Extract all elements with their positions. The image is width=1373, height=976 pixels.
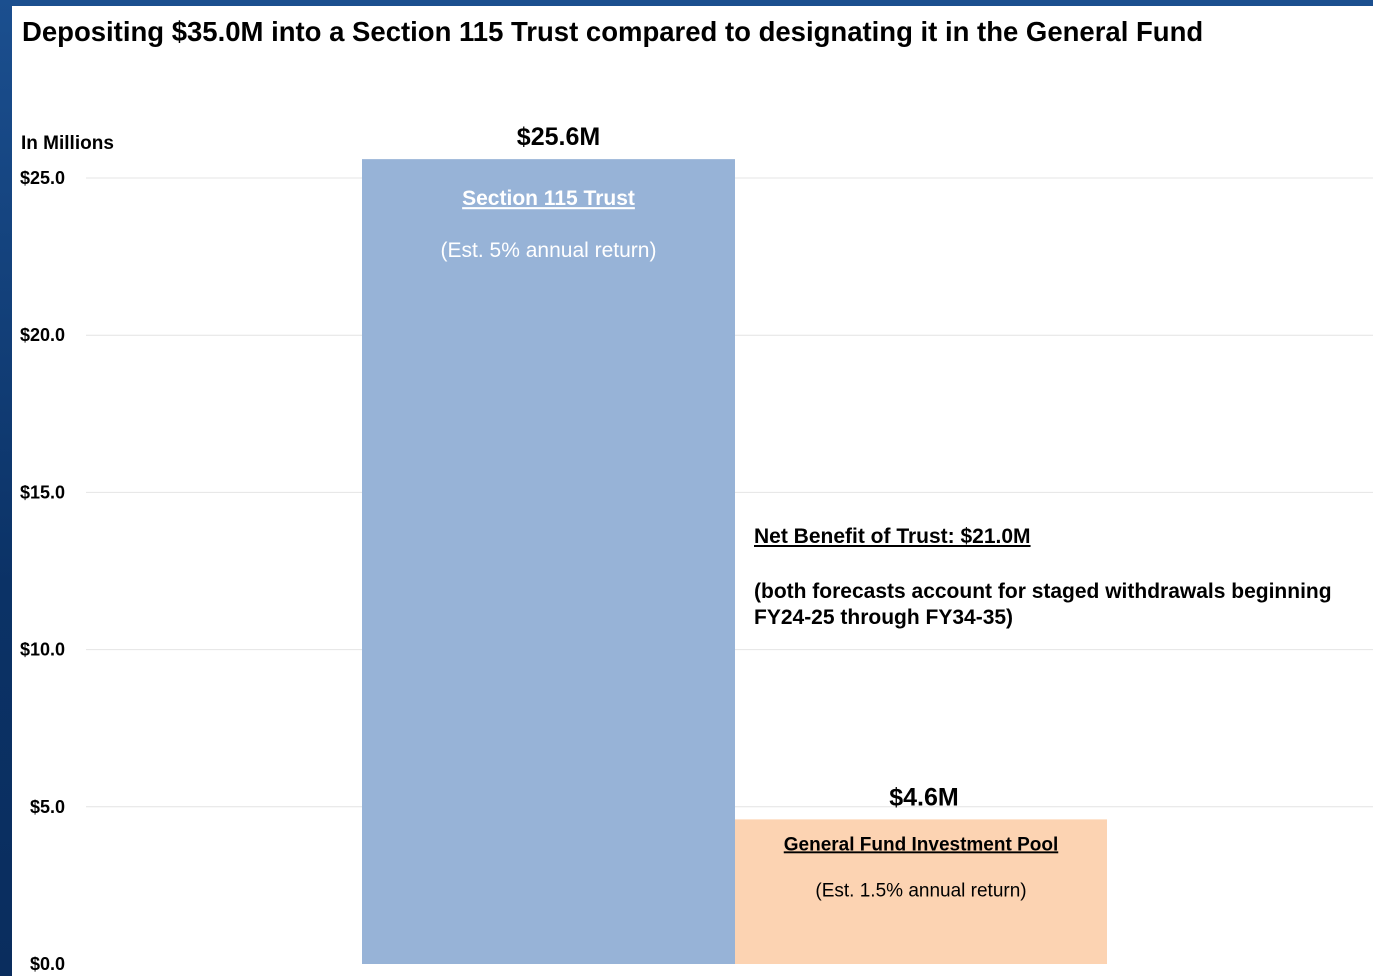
- bar-chart: $0.0 $5.0 $10.0 $15.0 $20.0 $25.0 $25.6M Sectio…: [20, 123, 1373, 974]
- slide-frame-left: [0, 0, 12, 976]
- y-tick-label: $25.0: [20, 168, 65, 188]
- y-tick-label: $0.0: [30, 954, 65, 974]
- bar-series-name: Section 115 Trust: [462, 187, 635, 210]
- bar-series-name: General Fund Investment Pool: [784, 834, 1059, 855]
- chart-panel: Depositing $35.0M into a Section 115 Tru…: [12, 6, 1373, 976]
- y-tick-label: $10.0: [20, 640, 65, 660]
- chart-title: Depositing $35.0M into a Section 115 Tru…: [22, 16, 1204, 47]
- bar-general-fund-pool: [735, 819, 1107, 964]
- y-tick-label: $15.0: [20, 482, 65, 502]
- y-tick-label: $20.0: [20, 325, 65, 345]
- bar-value-label: $25.6M: [517, 123, 600, 151]
- bar-series-subtitle: (Est. 5% annual return): [441, 239, 657, 262]
- bar-section-115-trust: [362, 159, 735, 965]
- slide-frame-top: [0, 0, 1373, 6]
- bar-series-subtitle: (Est. 1.5% annual return): [815, 880, 1026, 901]
- y-tick-label: $5.0: [30, 797, 65, 817]
- bar-value-label: $4.6M: [889, 783, 958, 811]
- y-axis-unit-label: In Millions: [21, 133, 114, 154]
- net-benefit-title: Net Benefit of Trust: $21.0M: [754, 525, 1031, 548]
- net-benefit-note: (both forecasts account for staged withd…: [754, 580, 1332, 629]
